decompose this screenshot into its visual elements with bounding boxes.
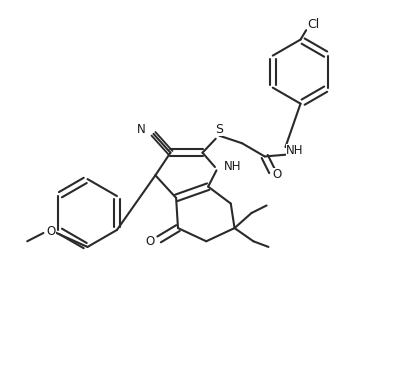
Text: S: S [215,123,223,136]
Text: NH: NH [224,160,241,173]
Text: O: O [46,225,55,238]
Text: N: N [137,123,146,136]
Text: O: O [273,169,282,181]
Text: O: O [146,235,155,248]
Text: Cl: Cl [307,18,320,31]
Text: NH: NH [286,144,304,157]
